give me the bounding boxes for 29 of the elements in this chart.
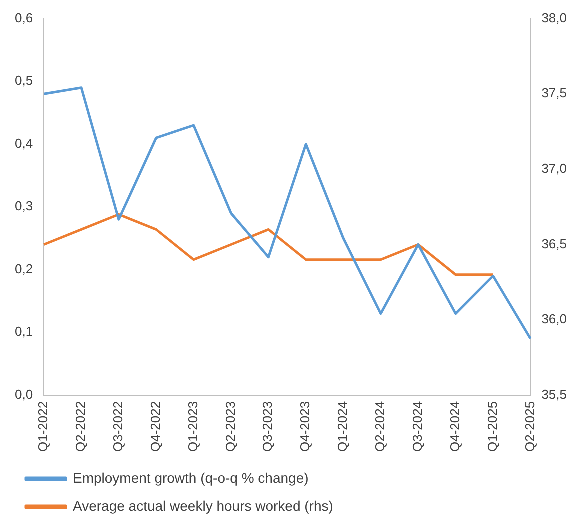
y2-tick-label: 37,0 xyxy=(542,161,568,176)
y-tick-label: 0,3 xyxy=(14,198,34,214)
x-tick-label: Q4-2024 xyxy=(447,401,462,452)
x-tick-label: Q1-2025 xyxy=(484,401,500,452)
y-tick-label: 0,4 xyxy=(14,136,34,151)
x-tick-label: Q4-2022 xyxy=(148,401,163,452)
y-tick-label: 0,5 xyxy=(14,73,34,88)
legend-label: Employment growth (q-o-q % change) xyxy=(73,470,309,486)
y2-tick-label: 38,0 xyxy=(542,10,568,26)
x-tick-label: Q2-2023 xyxy=(222,401,238,452)
y-tick-label: 0,0 xyxy=(14,386,34,402)
y-tick-label: 0,2 xyxy=(14,261,34,276)
x-tick-label: Q2-2025 xyxy=(522,401,538,452)
y-tick-label: 0,6 xyxy=(14,10,34,26)
y2-tick-label: 36,0 xyxy=(542,312,568,327)
legend-label: Average actual weekly hours worked (rhs) xyxy=(73,498,334,514)
x-tick-label: Q1-2024 xyxy=(335,401,350,452)
y2-tick-label: 36,5 xyxy=(542,236,568,252)
x-tick-label: Q4-2023 xyxy=(298,401,313,452)
x-tick-label: Q3-2023 xyxy=(260,401,276,452)
y-tick-label: 0,1 xyxy=(14,324,34,340)
x-tick-label: Q2-2024 xyxy=(372,401,388,452)
y2-tick-label: 35,5 xyxy=(542,386,568,402)
x-tick-label: Q1-2022 xyxy=(36,401,51,452)
y2-tick-label: 37,5 xyxy=(542,86,568,101)
x-tick-label: Q1-2023 xyxy=(185,401,200,452)
x-tick-label: Q3-2022 xyxy=(110,401,126,452)
x-tick-label: Q2-2022 xyxy=(73,401,88,452)
x-tick-label: Q3-2024 xyxy=(410,401,425,452)
